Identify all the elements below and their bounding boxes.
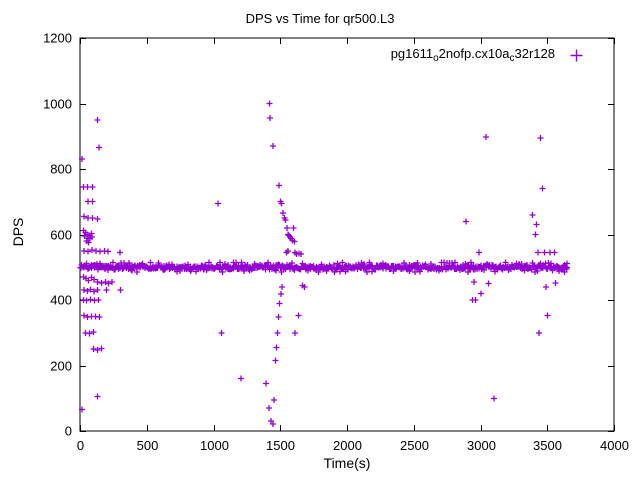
y-tick-label: 400 [50, 293, 72, 308]
x-tick-label: 500 [137, 438, 159, 453]
y-axis-label: DPS [10, 217, 26, 247]
legend-subscript: o [433, 53, 439, 64]
legend-text-part: pg1611 [390, 46, 434, 61]
x-tick-label: 4000 [600, 438, 629, 453]
x-tick-label: 1000 [200, 438, 229, 453]
y-tick-label: 1000 [43, 97, 72, 112]
x-tick-label: 2000 [333, 438, 362, 453]
y-tick-label: 1200 [43, 31, 72, 46]
chart-title: DPS vs Time for qr500.L3 [245, 11, 395, 26]
x-tick-label: 0 [77, 438, 84, 453]
y-tick-label: 600 [50, 228, 72, 243]
y-tick-label: 200 [50, 359, 72, 374]
legend-subscript: c [509, 53, 515, 64]
legend-text-part: 32r128 [514, 46, 555, 61]
legend-text-part: 2nofp.cx10a [438, 46, 510, 61]
x-tick-label: 1500 [266, 438, 295, 453]
y-tick-label: 800 [50, 162, 72, 177]
x-axis-label: Time(s) [323, 455, 371, 471]
x-tick-label: 2500 [400, 438, 429, 453]
legend-label: pg1611o2nofp.cx10ac32r128 [391, 46, 555, 64]
legend: pg1611o2nofp.cx10ac32r128 [391, 46, 584, 64]
x-tick-label: 3000 [467, 438, 496, 453]
y-tick-label: 0 [65, 424, 72, 439]
x-tick-label: 3500 [533, 438, 562, 453]
data-points [77, 100, 570, 427]
legend-plus-marker-icon [570, 49, 583, 61]
